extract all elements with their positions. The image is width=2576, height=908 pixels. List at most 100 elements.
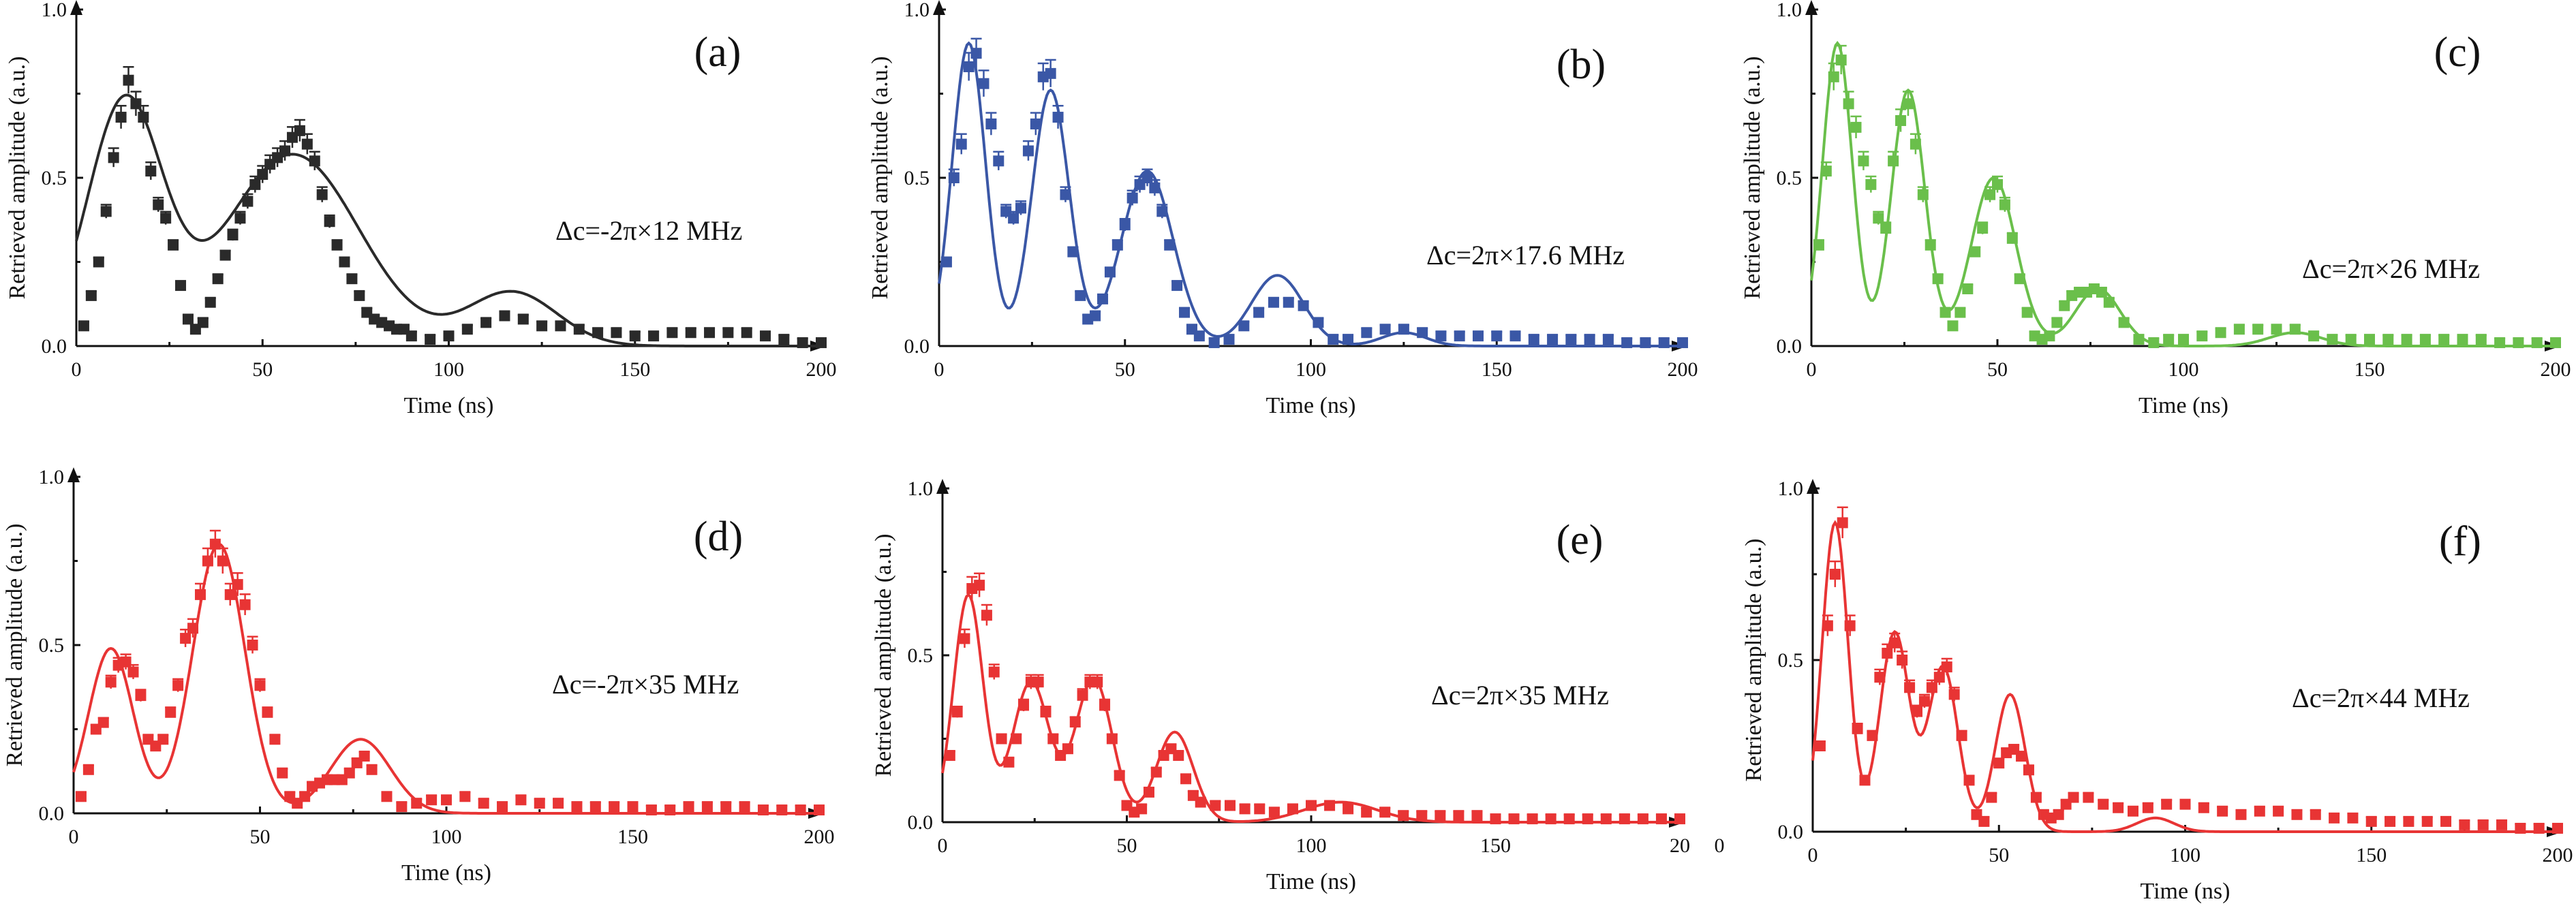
data-point bbox=[115, 112, 127, 123]
x-axis-label: Time (ns) bbox=[2141, 879, 2230, 904]
data-point bbox=[227, 229, 239, 240]
data-point bbox=[1104, 266, 1116, 278]
data-point bbox=[2196, 330, 2208, 342]
data-point bbox=[354, 289, 365, 301]
data-point bbox=[232, 579, 243, 591]
x-tick-label: 150 bbox=[617, 826, 648, 848]
data-point bbox=[1619, 813, 1630, 825]
data-point bbox=[204, 296, 216, 308]
data-point bbox=[1992, 178, 2003, 190]
data-point bbox=[1361, 327, 1373, 339]
data-point bbox=[1677, 337, 1688, 349]
data-point bbox=[1910, 138, 1921, 150]
data-point bbox=[757, 804, 769, 816]
data-point bbox=[2308, 330, 2320, 342]
data-point bbox=[1850, 121, 1862, 133]
data-point bbox=[234, 213, 246, 224]
data-point bbox=[160, 213, 172, 224]
data-point bbox=[2179, 798, 2191, 810]
y-tick-label: 0.0 bbox=[908, 811, 934, 834]
data-point bbox=[157, 734, 169, 745]
data-point bbox=[1655, 813, 1667, 825]
data-point bbox=[1918, 695, 1930, 707]
panel-f: 0 50 100 150 200 0.0 0.5 1.0 Time (ns) Retrieved … bbox=[1741, 478, 2573, 904]
data-point bbox=[2457, 334, 2468, 345]
data-point bbox=[2401, 334, 2412, 345]
data-point bbox=[153, 199, 164, 210]
data-point bbox=[1306, 800, 1317, 811]
y-axis-arrow bbox=[70, 0, 82, 15]
data-point bbox=[324, 216, 335, 228]
data-point bbox=[1490, 813, 1501, 825]
data-point bbox=[963, 61, 975, 72]
data-point bbox=[1621, 337, 1633, 349]
data-point bbox=[2289, 324, 2301, 335]
data-point bbox=[2006, 232, 2018, 244]
data-point bbox=[461, 324, 473, 335]
data-point bbox=[741, 327, 752, 339]
data-point bbox=[1858, 155, 1869, 167]
data-point bbox=[515, 794, 527, 806]
data-point bbox=[2515, 822, 2526, 834]
data-point bbox=[2531, 337, 2543, 349]
data-point bbox=[202, 555, 213, 567]
data-point bbox=[944, 750, 955, 761]
data-point bbox=[1933, 672, 1945, 683]
data-point bbox=[1453, 810, 1465, 821]
data-point bbox=[1069, 717, 1081, 727]
data-point bbox=[480, 317, 492, 328]
data-point bbox=[1897, 655, 1908, 666]
data-point bbox=[1149, 182, 1161, 193]
data-point bbox=[145, 166, 157, 177]
data-point bbox=[722, 327, 734, 339]
data-point bbox=[93, 256, 104, 268]
x-tick-label: 0 bbox=[934, 358, 945, 381]
data-point bbox=[1873, 213, 1884, 224]
data-point bbox=[955, 138, 967, 150]
data-point bbox=[187, 623, 199, 634]
data-point bbox=[2385, 815, 2396, 827]
detuning-annotation: Δc=2π×44 MHz bbox=[2292, 683, 2470, 713]
data-point bbox=[2329, 812, 2340, 824]
data-point bbox=[1238, 320, 1250, 332]
data-point bbox=[1977, 223, 1989, 234]
data-point bbox=[75, 791, 87, 802]
detuning-annotation: Δc=-2π×12 MHz bbox=[555, 215, 742, 246]
data-point bbox=[981, 610, 992, 621]
data-point bbox=[2252, 324, 2264, 335]
x-tick-label: 200 bbox=[1668, 358, 1698, 381]
data-point bbox=[1328, 334, 1339, 345]
data-point bbox=[459, 791, 471, 802]
data-point bbox=[1528, 334, 1539, 345]
data-point bbox=[197, 317, 209, 328]
data-point bbox=[1239, 803, 1251, 815]
data-point bbox=[1984, 189, 1996, 200]
data-point bbox=[2083, 792, 2094, 803]
data-point bbox=[1047, 733, 1059, 745]
data-point bbox=[1099, 700, 1111, 711]
data-point bbox=[988, 666, 1000, 678]
data-point bbox=[138, 112, 149, 123]
data-point bbox=[1565, 334, 1577, 345]
data-point bbox=[536, 320, 548, 332]
data-point bbox=[814, 804, 825, 816]
data-point bbox=[1032, 676, 1044, 688]
fit-curve bbox=[75, 93, 821, 347]
data-point bbox=[257, 169, 269, 181]
data-point bbox=[2133, 334, 2145, 345]
data-point bbox=[346, 273, 358, 285]
data-point bbox=[720, 801, 732, 813]
detuning-annotation: Δc=2π×17.6 MHz bbox=[1426, 240, 1625, 270]
data-point bbox=[2148, 337, 2160, 349]
data-point bbox=[2419, 334, 2431, 345]
data-point bbox=[1829, 569, 1841, 580]
x-tick-label: 200 bbox=[806, 358, 837, 381]
data-point bbox=[1171, 280, 1183, 292]
data-point bbox=[1022, 145, 1034, 157]
data-point bbox=[1978, 815, 1990, 827]
y-tick-label: 0.0 bbox=[39, 802, 65, 825]
data-point bbox=[1912, 706, 1923, 717]
data-point bbox=[1283, 296, 1294, 308]
data-point bbox=[1223, 334, 1235, 345]
x-tick-label: 50 bbox=[1989, 844, 2009, 866]
